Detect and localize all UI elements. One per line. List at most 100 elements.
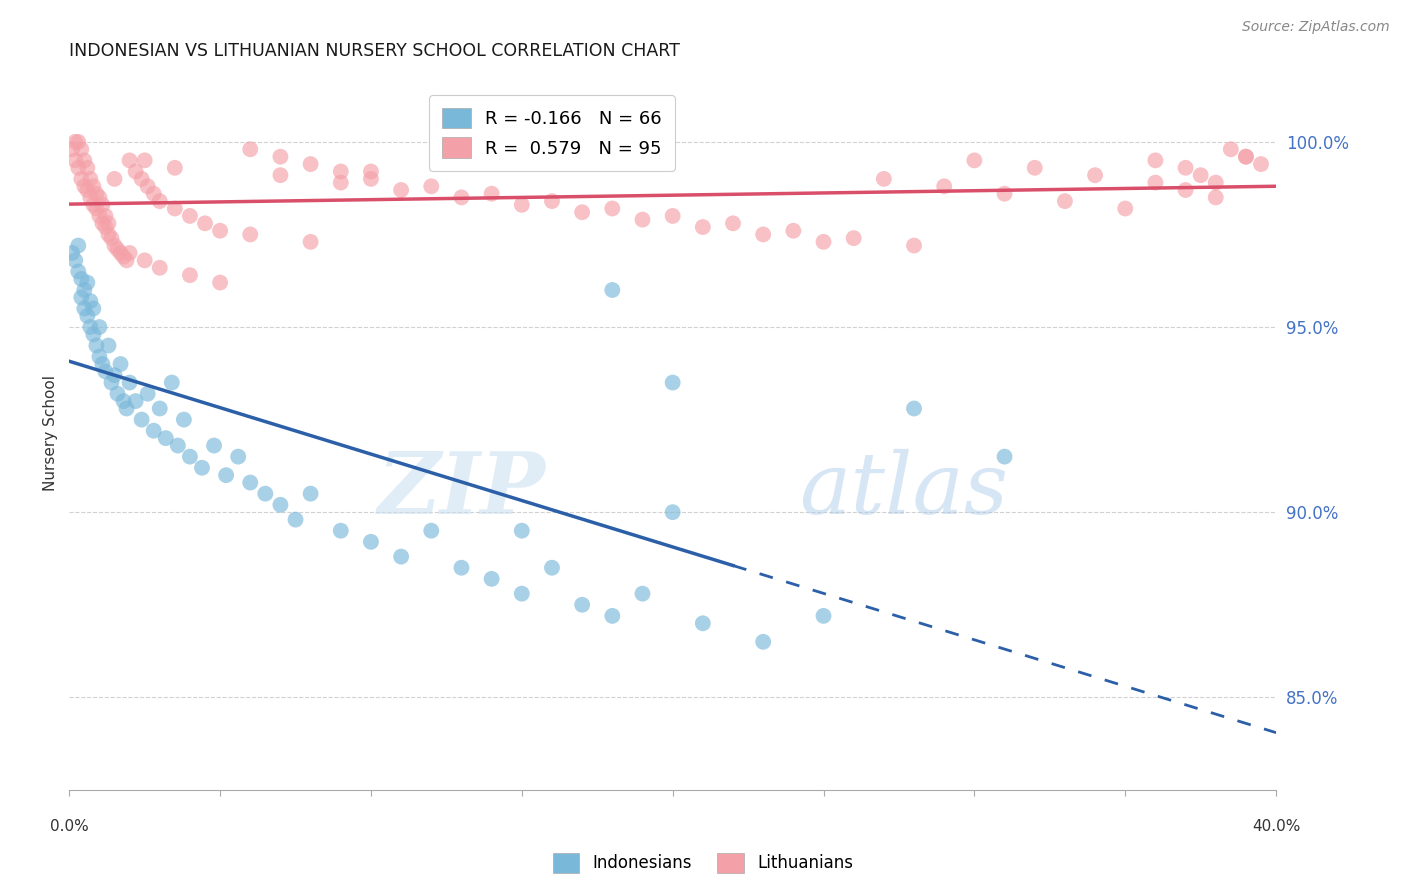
Point <box>254 486 277 500</box>
Point <box>131 412 153 426</box>
Point <box>1234 150 1257 164</box>
Point <box>70 272 93 286</box>
Legend: R = -0.166   N = 66, R =  0.579   N = 95: R = -0.166 N = 66, R = 0.579 N = 95 <box>429 95 675 171</box>
Point <box>661 376 683 390</box>
Point <box>1144 153 1167 168</box>
Point <box>124 164 146 178</box>
Point <box>993 450 1015 464</box>
Point <box>692 616 714 631</box>
Point <box>752 635 775 649</box>
Point <box>903 238 925 252</box>
Point <box>842 231 865 245</box>
Point <box>115 401 138 416</box>
Point <box>110 246 132 260</box>
Point <box>661 505 683 519</box>
Point <box>97 338 120 352</box>
Point <box>1234 150 1257 164</box>
Point <box>103 368 125 383</box>
Point <box>86 186 108 201</box>
Point <box>692 220 714 235</box>
Point <box>70 172 93 186</box>
Point <box>209 224 232 238</box>
Point <box>82 179 104 194</box>
Point <box>142 186 165 201</box>
Point <box>329 524 352 538</box>
Point <box>510 524 533 538</box>
Point <box>73 283 96 297</box>
Point <box>91 198 114 212</box>
Point <box>82 301 104 316</box>
Y-axis label: Nursery School: Nursery School <box>44 375 58 491</box>
Point <box>82 198 104 212</box>
Point <box>873 172 896 186</box>
Point <box>226 450 249 464</box>
Point <box>79 190 101 204</box>
Point <box>510 587 533 601</box>
Point <box>65 135 87 149</box>
Point <box>1114 202 1136 216</box>
Point <box>813 235 835 249</box>
Point <box>1174 161 1197 175</box>
Point <box>97 227 120 242</box>
Point <box>134 153 156 168</box>
Point <box>149 401 172 416</box>
Point <box>70 142 93 156</box>
Point <box>82 327 104 342</box>
Point <box>1144 176 1167 190</box>
Point <box>179 209 201 223</box>
Point <box>67 264 90 278</box>
Point <box>91 357 114 371</box>
Point <box>134 253 156 268</box>
Point <box>103 172 125 186</box>
Point <box>1205 176 1227 190</box>
Point <box>269 150 291 164</box>
Point <box>299 157 322 171</box>
Point <box>903 401 925 416</box>
Point <box>60 246 83 260</box>
Point <box>76 161 98 175</box>
Point <box>510 198 533 212</box>
Point <box>76 183 98 197</box>
Point <box>481 572 503 586</box>
Point <box>202 438 225 452</box>
Point <box>112 250 135 264</box>
Point <box>60 142 83 156</box>
Point <box>239 142 262 156</box>
Point <box>89 320 111 334</box>
Point <box>1250 157 1272 171</box>
Point <box>163 161 186 175</box>
Point <box>163 202 186 216</box>
Text: ZIP: ZIP <box>378 448 546 532</box>
Point <box>70 290 93 304</box>
Point <box>89 209 111 223</box>
Point <box>73 179 96 194</box>
Point <box>571 205 593 219</box>
Point <box>269 498 291 512</box>
Point <box>1053 194 1076 208</box>
Point <box>73 153 96 168</box>
Point <box>299 235 322 249</box>
Point <box>179 268 201 282</box>
Point <box>136 386 159 401</box>
Point <box>67 238 90 252</box>
Point <box>103 238 125 252</box>
Point <box>215 468 238 483</box>
Point <box>142 424 165 438</box>
Point <box>65 153 87 168</box>
Point <box>209 276 232 290</box>
Point <box>389 549 412 564</box>
Point <box>107 386 129 401</box>
Point <box>65 253 87 268</box>
Point <box>91 216 114 230</box>
Point <box>79 320 101 334</box>
Point <box>1084 168 1107 182</box>
Point <box>155 431 177 445</box>
Point <box>94 364 117 378</box>
Point <box>420 524 443 538</box>
Point <box>94 209 117 223</box>
Point <box>481 186 503 201</box>
Point <box>107 242 129 256</box>
Point <box>329 176 352 190</box>
Point <box>963 153 986 168</box>
Point <box>191 460 214 475</box>
